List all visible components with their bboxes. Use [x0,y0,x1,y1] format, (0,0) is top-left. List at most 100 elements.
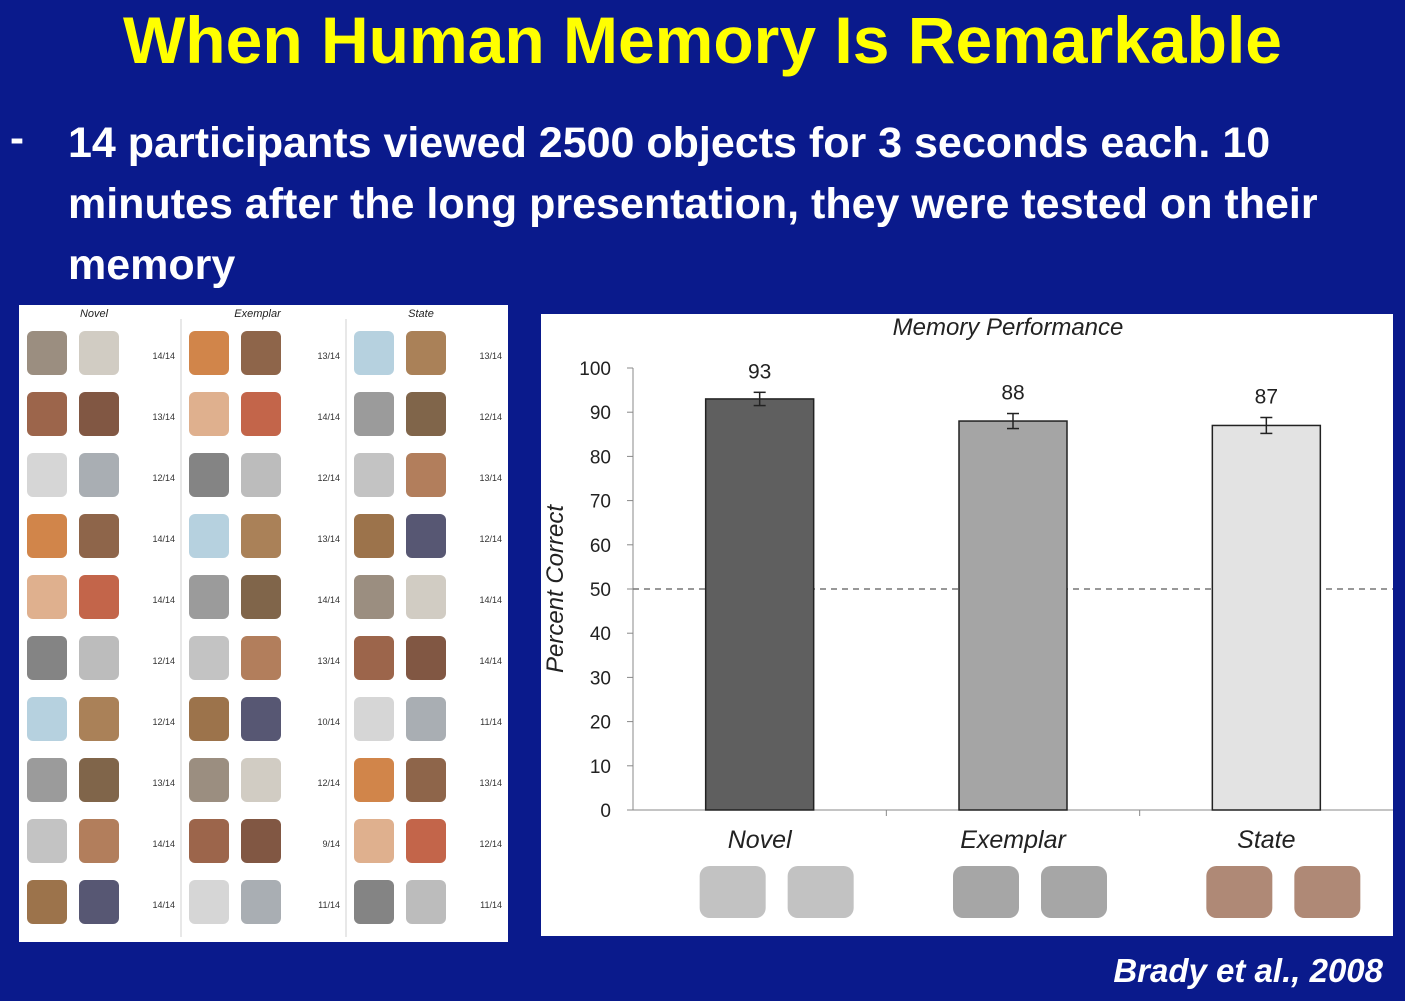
stimulus-score: 13/14 [479,778,502,788]
stimulus-image-a [189,453,229,497]
y-tick-label: 60 [590,536,611,557]
stimulus-image-a [189,514,229,558]
stimulus-image-b [406,880,446,924]
stimulus-image-b [79,331,119,375]
stimulus-image-a [27,392,67,436]
example-stimulus-image [953,866,1019,918]
y-tick-label: 30 [590,668,611,689]
stimulus-score: 9/14 [322,839,340,849]
y-tick-label: 70 [590,492,611,513]
stimulus-score: 14/14 [479,656,502,666]
stimulus-image-b [79,392,119,436]
stimulus-image-b [79,880,119,924]
stimulus-image-a [27,697,67,741]
stimulus-image-a [27,514,67,558]
y-tick-label: 90 [590,403,611,424]
stimulus-image-a [354,819,394,863]
stimulus-image-a [27,758,67,802]
x-tick-label: Novel [728,826,793,854]
stimulus-image-a [354,636,394,680]
stimulus-image-b [406,514,446,558]
stimulus-image-a [189,880,229,924]
stimulus-score: 12/14 [317,473,340,483]
example-stimulus-image [1294,866,1361,918]
stimulus-image-b [406,636,446,680]
citation: Brady et al., 2008 [1113,952,1383,989]
stimulus-image-a [27,453,67,497]
stimulus-score: 12/14 [152,717,175,727]
x-tick-label: Exemplar [960,826,1067,854]
stimulus-image-b [241,575,281,619]
stimulus-image-a [189,697,229,741]
stimulus-image-b [406,392,446,436]
stimulus-image-b [241,819,281,863]
stimulus-score: 13/14 [152,778,175,788]
stimulus-image-b [79,758,119,802]
y-tick-label: 20 [590,713,611,734]
stimulus-score: 13/14 [317,351,340,361]
stimulus-image-b [406,758,446,802]
data-label: 87 [1255,386,1278,409]
stimulus-score: 12/14 [479,412,502,422]
stimulus-image-a [189,819,229,863]
bar-state [1211,424,1322,811]
stimulus-image-a [354,575,394,619]
stimuli-column-header: Novel [80,308,109,320]
memory-bar-chart: Memory Performance Percent Correct 0 10 20 30… [542,314,1393,918]
example-stimulus-image [699,866,766,918]
bar-exemplar [958,420,1068,811]
y-tick-label: 10 [590,757,611,778]
stimulus-score: 11/14 [480,717,502,727]
slide-title: When Human Memory Is Remarkable [123,3,1282,77]
bar-novel [704,398,815,811]
stimulus-image-b [406,453,446,497]
y-axis-label: Percent Correct [542,504,569,673]
stimulus-image-a [354,392,394,436]
stimulus-image-a [27,880,67,924]
stimulus-image-a [354,758,394,802]
stimulus-score: 13/14 [479,351,502,361]
stimulus-image-a [354,514,394,558]
stimulus-score: 11/14 [480,900,502,910]
stimulus-image-b [79,453,119,497]
stimulus-score: 12/14 [152,473,175,483]
stimuli-grid: Novel 14/14 13/14 12/14 14/14 14/14 12/14 12/14… [27,308,502,937]
stimulus-score: 11/14 [318,900,340,910]
stimulus-image-b [241,453,281,497]
stimulus-score: 13/14 [152,412,175,422]
stimulus-image-a [189,331,229,375]
stimulus-image-b [406,331,446,375]
chart-title: Memory Performance [893,314,1124,341]
stimulus-image-a [354,331,394,375]
stimulus-score: 14/14 [317,412,340,422]
stimulus-image-b [79,819,119,863]
stimulus-score: 12/14 [317,778,340,788]
stimulus-image-a [189,575,229,619]
bullet-dash: - [10,114,24,161]
chart-panel: Memory Performance Percent Correct 0 10 20 30… [541,314,1393,936]
stimulus-score: 14/14 [152,595,175,605]
data-label: 88 [1001,382,1024,405]
stimulus-score: 14/14 [317,595,340,605]
example-stimulus-image [1041,866,1107,918]
stimuli-column-header: Exemplar [234,308,282,320]
stimulus-image-b [241,758,281,802]
stimulus-image-a [189,758,229,802]
stimulus-image-a [354,697,394,741]
stimulus-image-a [27,575,67,619]
y-tick-label: 50 [590,580,611,601]
y-tick-label: 100 [579,359,611,380]
stimulus-image-a [27,331,67,375]
stimulus-image-b [241,880,281,924]
stimuli-panel: Novel 14/14 13/14 12/14 14/14 14/14 12/14 12/14… [19,305,508,942]
stimulus-score: 12/14 [152,656,175,666]
stimulus-image-b [79,697,119,741]
example-stimulus-image [1206,866,1273,918]
stimulus-image-a [354,880,394,924]
x-tick-label: State [1237,826,1295,854]
stimulus-image-b [79,636,119,680]
stimulus-image-b [241,636,281,680]
data-label: 93 [748,360,771,383]
stimulus-score: 12/14 [479,534,502,544]
stimulus-score: 14/14 [152,534,175,544]
